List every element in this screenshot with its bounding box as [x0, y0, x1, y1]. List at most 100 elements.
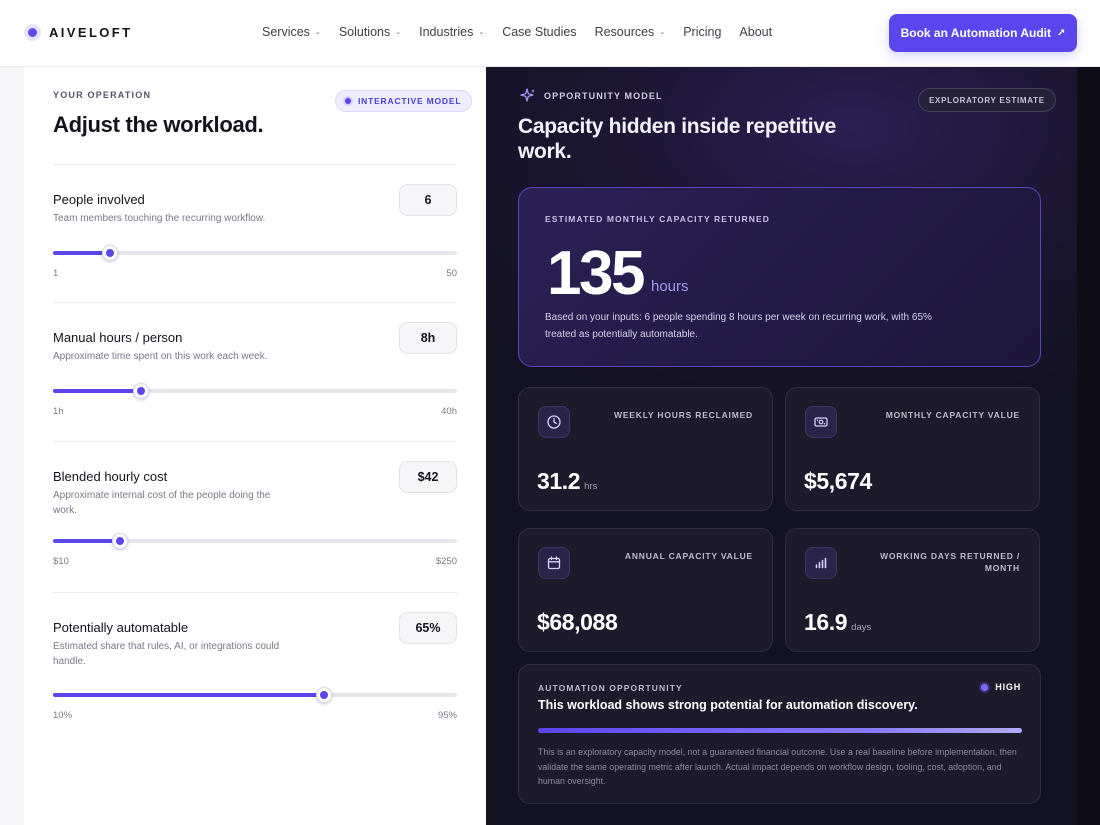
- control-help: Estimated share that rules, AI, or integ…: [53, 641, 280, 667]
- automation-progress-fill: [538, 728, 1022, 733]
- weekly-hours-value: 31.2 hrs: [537, 468, 598, 494]
- opportunity-level-label: HIGH: [995, 682, 1021, 692]
- divider: [53, 441, 457, 442]
- monthly-value-value: $5,674: [804, 468, 872, 494]
- opportunity-level-badge: HIGH: [981, 682, 1021, 692]
- slider-thumb[interactable]: [132, 383, 149, 399]
- slider-fill: [53, 693, 324, 697]
- book-audit-label: Book an Automation Audit: [900, 26, 1052, 40]
- nav-link-pricing[interactable]: Pricing: [683, 25, 722, 39]
- automation-opportunity-card: AUTOMATION OPPORTUNITY HIGH This workloa…: [518, 664, 1041, 804]
- book-audit-button[interactable]: Book an Automation Audit ↗: [889, 14, 1077, 52]
- chevron-down-icon: ⌄: [314, 29, 321, 36]
- range-min: 1h: [53, 406, 64, 417]
- status-dot-icon: [981, 683, 989, 691]
- automation-title: This workload shows strong potential for…: [538, 698, 918, 712]
- monthly-capacity-value: 135: [547, 239, 645, 308]
- working-days-card: WORKING DAYS RETURNED / MONTH 16.9 days: [785, 528, 1040, 652]
- top-nav: AIVELOFT Services ⌄ Solutions ⌄ Industries…: [0, 0, 1100, 67]
- control-label: People involved: [53, 192, 145, 207]
- stat-label: ANNUAL CAPACITY VALUE: [624, 551, 753, 561]
- slider-thumb[interactable]: [315, 687, 332, 703]
- chevron-down-icon: ⌄: [395, 29, 402, 36]
- sparkle-icon: [520, 88, 535, 102]
- banknote-icon: [805, 406, 837, 438]
- working-days-value: 16.9 days: [804, 609, 872, 635]
- chevron-down-icon: ⌄: [659, 29, 666, 36]
- opportunity-panel: OPPORTUNITY MODEL EXPLORATORY ESTIMATE C…: [486, 67, 1100, 825]
- nav-links: Services ⌄ Solutions ⌄ Industries ⌄ Case St…: [262, 25, 790, 39]
- stat-unit: days: [851, 622, 872, 633]
- nav-link-solutions[interactable]: Solutions ⌄: [338, 25, 402, 39]
- clock-icon: [538, 406, 570, 438]
- stat-label: WEEKLY HOURS RECLAIMED: [614, 410, 753, 420]
- range-max: 50: [446, 268, 457, 279]
- operation-card: YOUR OPERATION INTERACTIVE MODEL Adjust …: [24, 67, 486, 825]
- brand-mark-icon: [24, 24, 41, 41]
- range-min: 10%: [53, 710, 73, 721]
- brand-logo[interactable]: AIVELOFT: [24, 24, 132, 41]
- slider-range: 10% 95%: [53, 710, 457, 721]
- stat-unit: hrs: [584, 481, 598, 492]
- slider-range: $10 $250: [53, 556, 457, 567]
- annual-value-value: $68,088: [537, 609, 618, 635]
- calendar-icon: [538, 547, 570, 579]
- slider-range: 1 50: [53, 268, 457, 279]
- automatable-slider[interactable]: [53, 687, 457, 703]
- control-help: Approximate internal cost of the people …: [53, 490, 271, 516]
- slider-fill: [53, 389, 141, 393]
- bar-chart-icon: [805, 547, 837, 579]
- range-min: $10: [53, 556, 69, 567]
- nav-link-case-studies[interactable]: Case Studies: [502, 25, 577, 39]
- nav-link-services[interactable]: Services ⌄: [262, 25, 321, 39]
- chevron-down-icon: ⌄: [478, 29, 485, 36]
- nav-link-industries[interactable]: Industries ⌄: [419, 25, 485, 39]
- brand-name: AIVELOFT: [49, 25, 133, 40]
- monthly-capacity-unit: hours: [651, 278, 689, 295]
- slider-fill: [53, 251, 110, 255]
- exploratory-estimate-badge: EXPLORATORY ESTIMATE: [918, 88, 1056, 112]
- opportunity-eyebrow: OPPORTUNITY MODEL: [544, 91, 663, 101]
- operation-eyebrow: YOUR OPERATION: [53, 90, 152, 100]
- annual-value-card: ANNUAL CAPACITY VALUE $68,088: [518, 528, 773, 652]
- divider: [53, 592, 457, 593]
- slider-thumb[interactable]: [112, 533, 129, 549]
- hourly-cost-slider[interactable]: [53, 533, 457, 549]
- hero-eyebrow: ESTIMATED MONTHLY CAPACITY RETURNED: [545, 214, 771, 224]
- control-label: Manual hours / person: [53, 330, 183, 345]
- status-dot-icon: [345, 98, 351, 104]
- operation-title: Adjust the workload.: [53, 112, 264, 137]
- hourly-cost-control: Blended hourly cost Approximate internal…: [53, 461, 457, 574]
- automatable-value[interactable]: 65%: [399, 612, 457, 644]
- slider-fill: [53, 539, 121, 543]
- stat-label: MONTHLY CAPACITY VALUE: [885, 410, 1020, 420]
- people-involved-control: People involved Team members touching th…: [53, 184, 457, 282]
- interactive-model-badge: INTERACTIVE MODEL: [335, 90, 473, 112]
- manual-hours-slider[interactable]: [53, 383, 457, 399]
- people-involved-value[interactable]: 6: [399, 184, 457, 216]
- manual-hours-value[interactable]: 8h: [399, 322, 457, 354]
- interactive-model-label: INTERACTIVE MODEL: [358, 96, 462, 106]
- divider: [53, 302, 457, 303]
- nav-link-about[interactable]: About: [739, 25, 773, 39]
- automation-disclaimer: This is an exploratory capacity model, n…: [538, 747, 1017, 786]
- arrow-up-right-icon: ↗: [1057, 27, 1066, 39]
- automation-eyebrow: AUTOMATION OPPORTUNITY: [538, 683, 683, 693]
- monthly-capacity-card: ESTIMATED MONTHLY CAPACITY RETURNED 135 …: [518, 187, 1041, 367]
- range-min: 1: [53, 268, 59, 279]
- operation-panel: YOUR OPERATION INTERACTIVE MODEL Adjust …: [0, 67, 486, 825]
- slider-range: 1h 40h: [53, 406, 457, 417]
- weekly-hours-card: WEEKLY HOURS RECLAIMED 31.2 hrs: [518, 387, 773, 511]
- slider-thumb[interactable]: [101, 245, 118, 261]
- hourly-cost-value[interactable]: $42: [399, 461, 457, 493]
- control-help: Team members touching the recurring work…: [53, 213, 266, 224]
- range-max: 95%: [437, 710, 457, 721]
- nav-link-resources[interactable]: Resources ⌄: [594, 25, 666, 39]
- control-label: Blended hourly cost: [53, 469, 168, 484]
- range-max: 40h: [441, 406, 457, 417]
- hero-description: Based on your inputs: 6 people spending …: [545, 312, 932, 340]
- automatable-control: Potentially automatable Estimated share …: [53, 612, 457, 725]
- people-involved-slider[interactable]: [53, 245, 457, 261]
- control-help: Approximate time spent on this work each…: [53, 351, 268, 362]
- monthly-value-card: MONTHLY CAPACITY VALUE $5,674: [785, 387, 1040, 511]
